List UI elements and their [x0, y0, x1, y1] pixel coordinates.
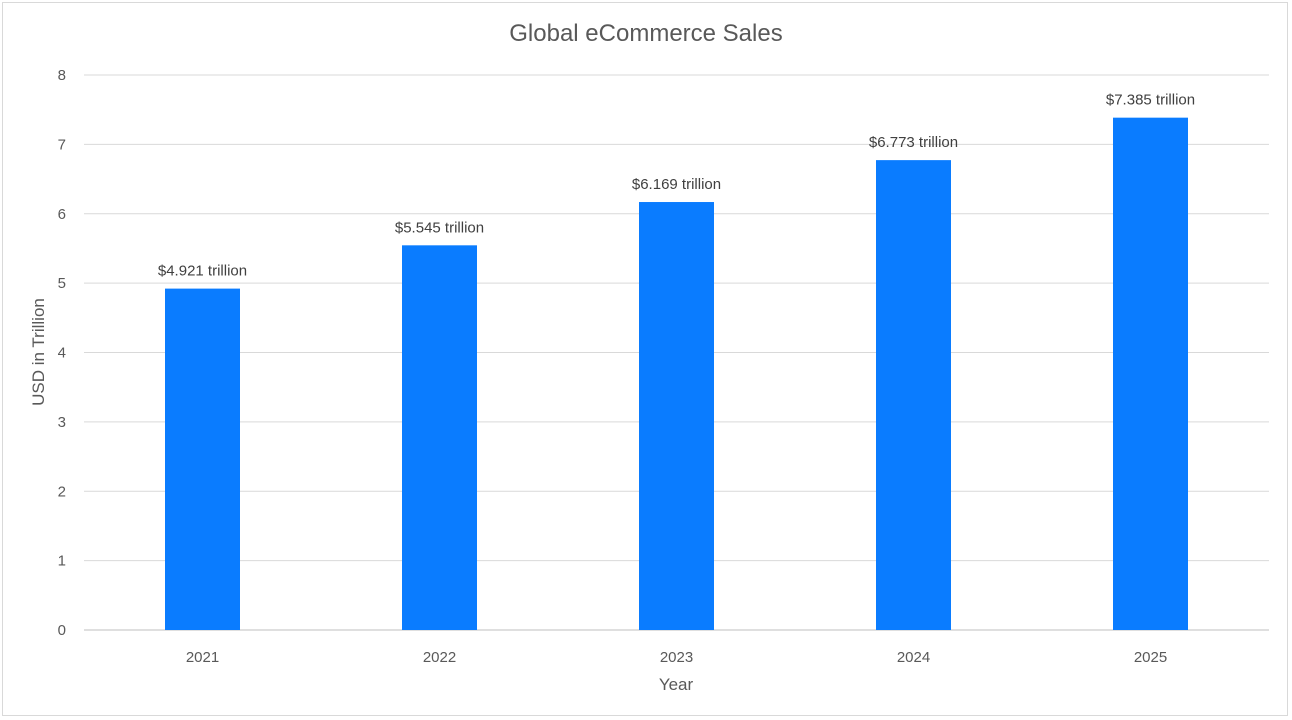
data-label-2023: $6.169 trillion: [632, 176, 721, 193]
y-tick-label: 3: [58, 414, 66, 431]
data-label-2022: $5.545 trillion: [395, 219, 484, 236]
data-label-2025: $7.385 trillion: [1106, 92, 1195, 109]
bars: [165, 117, 1188, 631]
bar-2025: [1113, 117, 1188, 630]
x-axis-ticks: 2021 2022 2023 2024 2025: [186, 649, 1167, 666]
y-tick-label: 2: [58, 483, 66, 500]
y-tick-label: 8: [58, 67, 66, 84]
x-tick-label-2021: 2021: [186, 649, 219, 666]
y-tick-label: 6: [58, 206, 66, 223]
x-tick-label-2025: 2025: [1134, 649, 1167, 666]
bar-2022: [402, 245, 477, 631]
data-label-2021: $4.921 trillion: [158, 263, 247, 280]
y-tick-label: 4: [58, 345, 66, 362]
x-tick-label-2024: 2024: [897, 649, 930, 666]
x-tick-label-2022: 2022: [423, 649, 456, 666]
y-tick-label: 1: [58, 553, 66, 570]
y-tick-label: 0: [58, 622, 66, 639]
bar-2023: [639, 202, 714, 630]
data-labels: $4.921 trillion $5.545 trillion $6.169 tri…: [158, 92, 1195, 280]
y-tick-label: 7: [58, 136, 66, 153]
chart-title: Global eCommerce Sales: [509, 20, 782, 47]
bar-2021: [165, 288, 240, 630]
y-axis-ticks: 0 1 2 3 4 5 6 7 8: [58, 67, 66, 639]
x-axis-title: Year: [659, 675, 694, 694]
data-label-2024: $6.773 trillion: [869, 134, 958, 151]
y-tick-label: 5: [58, 275, 66, 292]
bar-2024: [876, 160, 951, 631]
y-axis-title: USD in Trillion: [29, 298, 48, 406]
x-tick-label-2023: 2023: [660, 649, 693, 666]
